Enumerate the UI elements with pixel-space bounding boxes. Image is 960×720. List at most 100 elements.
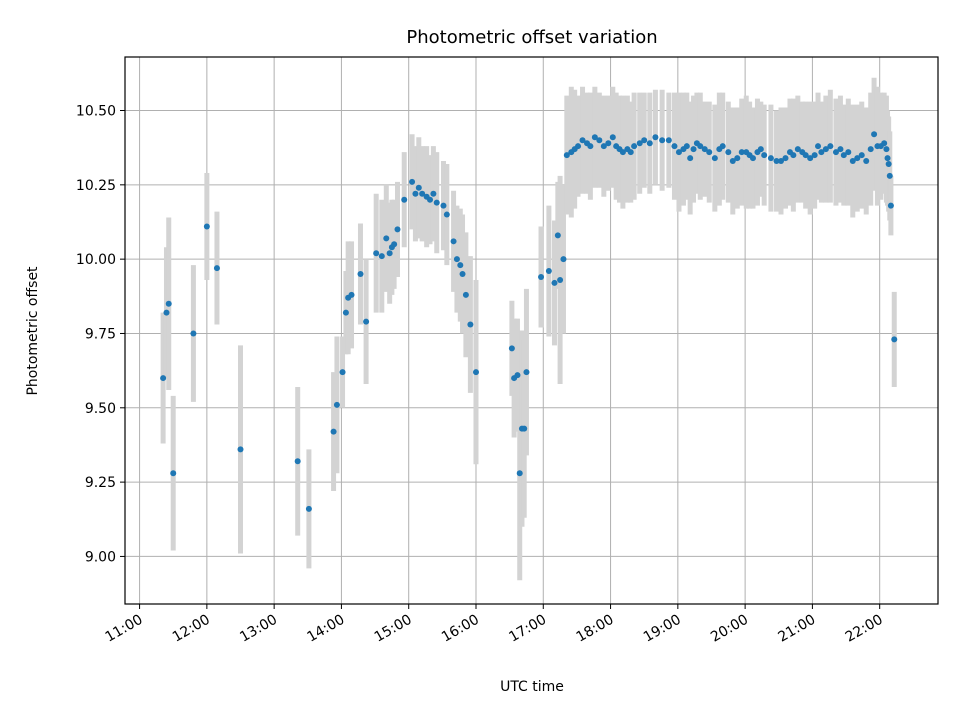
data-point: [596, 137, 603, 144]
data-point: [339, 369, 346, 376]
data-point: [401, 196, 408, 203]
data-point: [863, 158, 870, 165]
data-point: [160, 375, 167, 382]
data-point: [560, 256, 567, 263]
data-point: [357, 271, 364, 278]
data-point: [427, 196, 434, 203]
data-point: [330, 428, 337, 435]
data-point: [294, 458, 301, 465]
data-point: [391, 241, 398, 248]
data-point: [884, 155, 891, 162]
data-point: [627, 149, 634, 156]
data-point: [430, 190, 437, 197]
data-point: [453, 256, 460, 263]
data-point: [213, 265, 220, 272]
data-point: [652, 134, 659, 141]
data-point: [333, 401, 340, 408]
data-point: [659, 137, 666, 144]
data-point: [854, 155, 861, 162]
data-point: [734, 155, 741, 162]
data-point: [881, 140, 888, 147]
data-point: [711, 155, 718, 162]
data-point: [516, 470, 523, 477]
data-point: [305, 505, 312, 512]
data-point: [641, 137, 648, 144]
data-point: [794, 146, 801, 153]
data-point: [190, 330, 197, 337]
data-point: [767, 155, 774, 162]
data-point: [757, 146, 764, 153]
x-axis-label: UTC time: [500, 679, 564, 695]
data-point: [203, 223, 210, 230]
data-point: [778, 158, 785, 165]
data-point: [773, 158, 780, 165]
data-point: [749, 155, 756, 162]
data-point: [165, 300, 172, 307]
y-tick-label: 9.25: [85, 475, 116, 491]
data-point: [883, 146, 890, 153]
data-point: [415, 184, 422, 191]
data-point: [575, 143, 582, 150]
data-point: [665, 137, 672, 144]
y-tick-label: 10.00: [76, 252, 116, 268]
data-point: [706, 149, 713, 156]
data-point: [631, 143, 638, 150]
data-point: [363, 318, 370, 325]
data-point: [697, 143, 704, 150]
data-point: [472, 369, 479, 376]
data-point: [348, 291, 355, 298]
y-tick-label: 9.00: [85, 549, 116, 565]
data-point: [443, 211, 450, 218]
data-point: [782, 155, 789, 162]
data-point: [170, 470, 177, 477]
data-point: [600, 143, 607, 150]
data-point: [832, 149, 839, 156]
data-point: [457, 262, 464, 269]
data-point: [591, 134, 598, 141]
data-point: [891, 336, 898, 343]
data-point: [845, 149, 852, 156]
data-point: [867, 146, 874, 153]
data-point: [807, 155, 814, 162]
plot-frame: [124, 56, 939, 605]
data-point: [237, 446, 244, 453]
data-point: [885, 161, 892, 168]
data-point: [514, 372, 521, 379]
data-point: [467, 321, 474, 328]
data-point: [802, 152, 809, 159]
data-point: [687, 155, 694, 162]
chart-title: Photometric offset variation: [406, 27, 657, 48]
y-tick-label: 9.75: [85, 326, 116, 342]
data-point: [394, 226, 401, 233]
y-axis-label: Photometric offset: [25, 266, 41, 396]
y-tick-label: 10.25: [76, 178, 116, 194]
data-point: [675, 149, 682, 156]
data-point: [609, 134, 616, 141]
data-point: [378, 253, 385, 260]
data-point: [818, 149, 825, 156]
data-point: [538, 273, 545, 280]
data-point: [563, 152, 570, 159]
data-point: [373, 250, 380, 257]
data-point: [579, 137, 586, 144]
y-tick-label: 9.50: [85, 401, 116, 417]
data-point: [462, 291, 469, 298]
data-point: [729, 158, 736, 165]
data-point: [557, 276, 564, 283]
data-points: [160, 131, 898, 512]
data-point: [619, 149, 626, 156]
data-point: [840, 152, 847, 159]
data-point: [508, 345, 515, 352]
data-point: [419, 190, 426, 197]
data-point: [521, 425, 528, 432]
data-point: [871, 131, 878, 138]
data-point: [163, 309, 170, 316]
data-point: [738, 149, 745, 156]
data-point: [886, 172, 893, 179]
data-point: [811, 152, 818, 159]
data-point: [887, 202, 894, 209]
data-point: [551, 279, 558, 286]
data-point: [701, 146, 708, 153]
data-point: [683, 143, 690, 150]
